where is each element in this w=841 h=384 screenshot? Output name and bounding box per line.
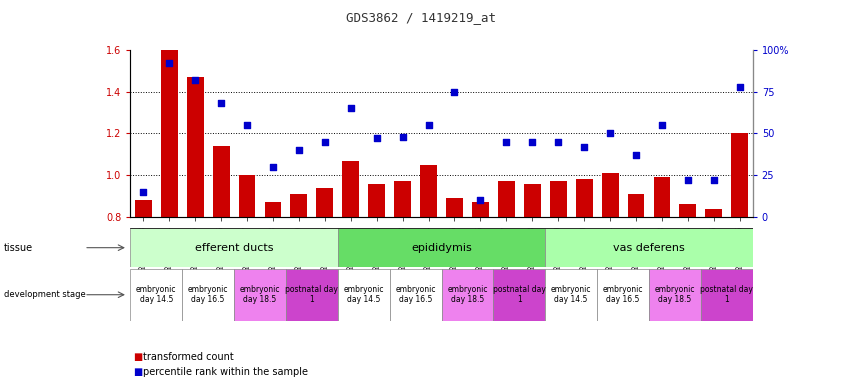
Bar: [627, 194, 644, 384]
Text: epididymis: epididymis: [411, 243, 472, 253]
Bar: [130, 269, 182, 321]
Bar: [653, 177, 670, 384]
Text: embryonic
day 14.5: embryonic day 14.5: [551, 285, 591, 305]
Bar: [597, 269, 649, 321]
Bar: [135, 200, 151, 384]
Bar: [338, 269, 389, 321]
Text: vas deferens: vas deferens: [613, 243, 685, 253]
Text: ■: ■: [133, 352, 142, 362]
Bar: [213, 146, 230, 384]
Text: embryonic
day 16.5: embryonic day 16.5: [395, 285, 436, 305]
Bar: [342, 161, 359, 384]
Text: postnatal day
1: postnatal day 1: [285, 285, 338, 305]
Point: [370, 136, 383, 142]
Text: embryonic
day 18.5: embryonic day 18.5: [447, 285, 488, 305]
Bar: [368, 184, 385, 384]
Bar: [498, 182, 515, 384]
Point: [500, 139, 513, 145]
Bar: [338, 228, 545, 267]
Bar: [545, 269, 597, 321]
Point: [447, 89, 461, 95]
Text: postnatal day
1: postnatal day 1: [493, 285, 546, 305]
Text: embryonic
day 16.5: embryonic day 16.5: [603, 285, 643, 305]
Text: embryonic
day 16.5: embryonic day 16.5: [188, 285, 229, 305]
Text: percentile rank within the sample: percentile rank within the sample: [143, 367, 308, 377]
Text: ■: ■: [133, 367, 142, 377]
Point: [733, 84, 747, 90]
Text: GDS3862 / 1419219_at: GDS3862 / 1419219_at: [346, 11, 495, 24]
Bar: [187, 77, 204, 384]
Bar: [701, 269, 753, 321]
Point: [188, 77, 202, 83]
Point: [318, 139, 331, 145]
Text: embryonic
day 18.5: embryonic day 18.5: [654, 285, 696, 305]
Bar: [545, 228, 753, 267]
Text: embryonic
day 14.5: embryonic day 14.5: [343, 285, 384, 305]
Bar: [576, 179, 593, 384]
Point: [655, 122, 669, 128]
Point: [344, 105, 357, 111]
Point: [214, 100, 228, 106]
Point: [681, 177, 695, 183]
Bar: [601, 173, 618, 384]
Point: [241, 122, 254, 128]
Bar: [290, 194, 307, 384]
Bar: [472, 202, 489, 384]
Bar: [239, 175, 256, 384]
Bar: [161, 50, 177, 384]
Point: [578, 144, 591, 150]
Point: [396, 134, 410, 140]
Point: [707, 177, 721, 183]
Point: [603, 131, 616, 137]
Point: [292, 147, 305, 153]
Point: [552, 139, 565, 145]
Bar: [442, 269, 494, 321]
Bar: [420, 165, 437, 384]
Bar: [286, 269, 338, 321]
Bar: [706, 209, 722, 384]
Bar: [649, 269, 701, 321]
Text: transformed count: transformed count: [143, 352, 234, 362]
Bar: [550, 182, 567, 384]
Text: development stage: development stage: [4, 290, 86, 299]
Bar: [680, 204, 696, 384]
Point: [162, 60, 176, 66]
Bar: [316, 188, 333, 384]
Bar: [389, 269, 442, 321]
Bar: [265, 202, 282, 384]
Bar: [394, 182, 411, 384]
Point: [526, 139, 539, 145]
Bar: [130, 228, 338, 267]
Text: embryonic
day 18.5: embryonic day 18.5: [240, 285, 280, 305]
Text: efferent ducts: efferent ducts: [195, 243, 273, 253]
Point: [136, 189, 150, 195]
Text: postnatal day
1: postnatal day 1: [701, 285, 754, 305]
Bar: [494, 269, 545, 321]
Text: tissue: tissue: [4, 243, 34, 253]
Bar: [524, 184, 541, 384]
Point: [629, 152, 643, 158]
Bar: [732, 134, 748, 384]
Bar: [234, 269, 286, 321]
Point: [473, 197, 487, 204]
Bar: [446, 198, 463, 384]
Bar: [182, 269, 234, 321]
Point: [267, 164, 280, 170]
Point: [422, 122, 436, 128]
Text: embryonic
day 14.5: embryonic day 14.5: [136, 285, 177, 305]
